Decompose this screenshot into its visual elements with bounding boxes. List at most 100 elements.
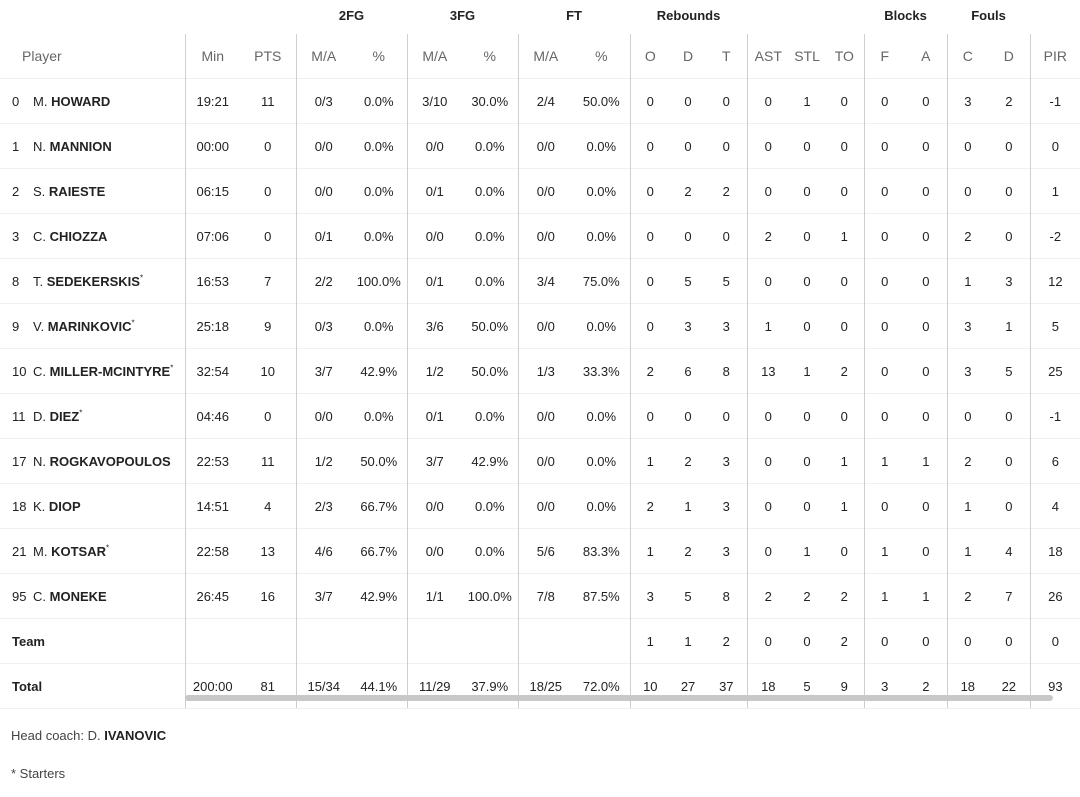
column-header[interactable]: PTS (254, 48, 282, 64)
column-header[interactable]: A (921, 48, 931, 64)
column-header[interactable]: D (1003, 48, 1014, 64)
stat-cell: 0.0% (462, 168, 519, 214)
column-header[interactable]: F (863, 34, 906, 79)
group-rebounds: Rebounds (656, 8, 721, 23)
player-row[interactable]: 21 M. KOTSAR* 22:58 13 4/6 66.7% 0/0 0.0% 5/6 83.… (0, 528, 1080, 574)
column-header[interactable]: O (629, 34, 671, 79)
player-name[interactable]: T. SEDEKERSKIS* (33, 273, 144, 289)
stat-cell: 0 (946, 393, 989, 439)
stat-cell: 30.0% (462, 78, 519, 124)
player-cell[interactable]: 9 V. MARINKOVIC* (0, 303, 185, 349)
column-header[interactable]: AST (746, 34, 790, 79)
stat-cell: 1 (789, 528, 826, 574)
player-name[interactable]: V. MARINKOVIC* (33, 318, 135, 334)
stat-cell: 0 (825, 123, 865, 169)
column-header[interactable]: T (722, 48, 731, 64)
group-header-row: 2FG 3FG FT Rebounds Blocks Fouls (0, 0, 1080, 34)
player-name[interactable]: D. DIEZ* (33, 408, 83, 424)
player-row[interactable]: 11 D. DIEZ* 04:46 0 0/0 0.0% 0/1 0.0% 0/0 0.0% 0 0 0… (0, 393, 1080, 439)
column-header[interactable]: M/A (406, 34, 463, 79)
player-row[interactable]: 9 V. MARINKOVIC* 25:18 9 0/3 0.0% 3/6 50.0% 0/0 0… (0, 303, 1080, 349)
player-name[interactable]: C. MONEKE (33, 588, 107, 604)
player-name[interactable]: M. KOTSAR* (33, 543, 110, 559)
stat-cell: 3 (706, 528, 748, 574)
column-header[interactable]: % (372, 48, 385, 64)
stat-cell: 2 (706, 618, 748, 664)
player-row[interactable]: 2 S. RAIESTE 06:15 0 0/0 0.0% 0/1 0.0% 0/0 0.0% 0 2… (0, 168, 1080, 214)
team-row: Team 1 1 2 0 0 2 0 0 0 0 0 (0, 618, 1080, 664)
jersey-number: 17 (12, 453, 27, 469)
column-header[interactable]: Player (22, 48, 62, 64)
player-row[interactable]: 18 K. DIOP 14:51 4 2/3 66.7% 0/0 0.0% 0/0 0.0% 2 1 3… (0, 483, 1080, 529)
column-header[interactable]: TO (834, 48, 854, 64)
column-header[interactable]: M/A (295, 34, 351, 79)
stat-cell: 81 (240, 663, 296, 709)
player-cell[interactable]: 0 M. HOWARD (0, 78, 185, 124)
player-row[interactable]: 0 M. HOWARD 19:21 11 0/3 0.0% 3/10 30.0% 2/4 50.0… (0, 78, 1080, 124)
player-name[interactable]: S. RAIESTE (33, 183, 106, 199)
player-row[interactable]: 10 C. MILLER-MCINTYRE* 32:54 10 3/7 42.9% 1/2 5… (0, 348, 1080, 394)
column-header[interactable]: % (595, 48, 608, 64)
player-name[interactable]: C. MILLER-MCINTYRE* (33, 363, 174, 379)
stat-cell: 37 (706, 663, 748, 709)
stat-cell: 2 (629, 348, 671, 394)
player-cell[interactable]: 8 T. SEDEKERSKIS* (0, 258, 185, 304)
player-row[interactable]: 17 N. ROGKAVOPOULOS 22:53 11 1/2 50.0% 3/7 42.9… (0, 438, 1080, 484)
column-header[interactable]: % (483, 48, 496, 64)
column-header[interactable]: C (946, 34, 989, 79)
stat-cell: 0.0% (573, 438, 631, 484)
stat-cell: 5 (670, 258, 707, 304)
column-header[interactable]: STL (794, 48, 820, 64)
stat-cell: 44.1% (351, 663, 408, 709)
player-cell[interactable]: 10 C. MILLER-MCINTYRE* (0, 348, 185, 394)
stat-cell: 0 (629, 393, 671, 439)
player-cell[interactable]: 3 C. CHIOZZA (0, 213, 185, 259)
player-row[interactable]: 95 C. MONEKE 26:45 16 3/7 42.9% 1/1 100.0% 7/8 87… (0, 573, 1080, 619)
player-name[interactable]: N. ROGKAVOPOULOS (33, 453, 171, 469)
column-header[interactable]: M/A (517, 34, 574, 79)
stat-cell: 0/3 (295, 78, 351, 124)
stat-cell: 0 (670, 123, 707, 169)
player-name[interactable]: N. MANNION (33, 138, 112, 154)
stat-cell: 10 (240, 348, 296, 394)
player-name[interactable]: M. HOWARD (33, 93, 111, 109)
player-row[interactable]: 1 N. MANNION 00:00 0 0/0 0.0% 0/0 0.0% 0/0 0.0% 0 0… (0, 123, 1080, 169)
stat-cell: 0 (863, 213, 906, 259)
stat-cell: 0 (629, 303, 671, 349)
stat-cell: 0 (789, 168, 826, 214)
stat-cell: 0 (1029, 618, 1080, 664)
stat-cell: 0 (670, 78, 707, 124)
column-header[interactable]: Min (184, 34, 240, 79)
player-row[interactable]: 3 C. CHIOZZA 07:06 0 0/1 0.0% 0/0 0.0% 0/0 0.0% 0 0… (0, 213, 1080, 259)
column-header[interactable]: PIR (1029, 34, 1080, 79)
horizontal-scrollbar[interactable] (185, 695, 1053, 701)
stat-cell: 0.0% (351, 393, 408, 439)
stat-cell: 2 (905, 663, 948, 709)
starter-mark: * (105, 543, 110, 553)
stat-cell: 33.3% (573, 348, 631, 394)
stat-cell: 22:53 (184, 438, 240, 484)
stat-cell: 2 (988, 78, 1031, 124)
stat-cell: 11/29 (406, 663, 463, 709)
stat-cell: 1 (789, 78, 826, 124)
player-cell[interactable]: 17 N. ROGKAVOPOULOS (0, 438, 185, 484)
player-cell[interactable]: 11 D. DIEZ* (0, 393, 185, 439)
player-cell[interactable]: 95 C. MONEKE (0, 573, 185, 619)
player-cell[interactable]: 21 M. KOTSAR* (0, 528, 185, 574)
stat-cell: 7 (988, 573, 1031, 619)
stat-cell: 0 (825, 258, 865, 304)
stat-cell: 16 (240, 573, 296, 619)
box-score-table: 2FG 3FG FT Rebounds Blocks Fouls Player M… (0, 0, 1080, 709)
stat-cell: 1 (629, 438, 671, 484)
player-name[interactable]: C. CHIOZZA (33, 228, 108, 244)
stat-cell: 0.0% (462, 528, 519, 574)
column-header[interactable]: D (682, 48, 694, 64)
player-name[interactable]: K. DIOP (33, 498, 81, 514)
player-cell[interactable]: 2 S. RAIESTE (0, 168, 185, 214)
jersey-number: 3 (12, 228, 20, 244)
stat-cell: 0 (946, 618, 989, 664)
player-cell[interactable]: 18 K. DIOP (0, 483, 185, 529)
player-cell[interactable]: 1 N. MANNION (0, 123, 185, 169)
player-row[interactable]: 8 T. SEDEKERSKIS* 16:53 7 2/2 100.0% 0/1 0.0% 3/… (0, 258, 1080, 304)
stat-cell: 0 (905, 78, 948, 124)
